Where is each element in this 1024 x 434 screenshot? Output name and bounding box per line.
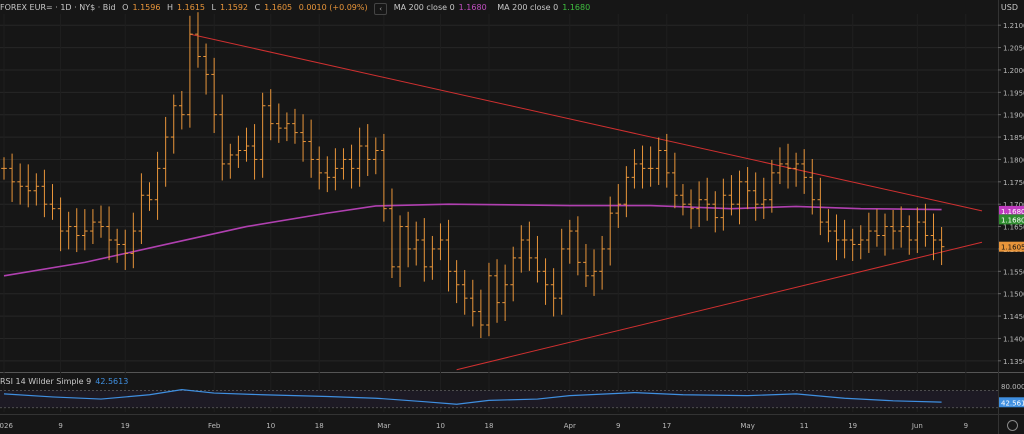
- rsi-band: [0, 390, 998, 408]
- chart-header: FOREX EUR= · 1D · NY$ · Bid O 1.1596 H 1.1…: [0, 3, 594, 15]
- instrument-label: FOREX EUR= · 1D · NY$ · Bid: [0, 3, 116, 12]
- ma2-label: MA 200 close 0: [497, 3, 559, 12]
- time-tick-label: Jun: [911, 422, 923, 430]
- time-tick-label: 11: [800, 422, 809, 430]
- rsi-badge-label: 42.5613: [1001, 399, 1024, 407]
- time-tick-label: 10: [436, 422, 445, 430]
- ma200-line: [3, 203, 942, 277]
- time-tick-label: 18: [315, 422, 324, 430]
- price-tick-label: 1.1750: [1003, 179, 1024, 187]
- price-tick-label: 1.1900: [1003, 112, 1024, 120]
- time-tick-label: Mar: [377, 422, 390, 430]
- rsi-header: RSI 14 Wilder Simple 9 42.5613: [0, 377, 128, 386]
- price-tick-label: 1.1950: [1003, 89, 1024, 97]
- ohlc-c-value: 1.1605: [264, 3, 293, 12]
- ohlc-o-label: O: [122, 3, 129, 12]
- time-tick-label: 19: [848, 422, 857, 430]
- ohlc-l-value: 1.1592: [220, 3, 249, 12]
- ohlc-h-label: H: [166, 3, 173, 12]
- time-tick-label: Feb: [208, 422, 221, 430]
- price-tick-label: 1.1400: [1003, 335, 1024, 343]
- price-tick-label: 1.1550: [1003, 268, 1024, 276]
- ohlc-c-label: C: [254, 3, 261, 12]
- chevron-left-icon[interactable]: ‹: [374, 3, 388, 15]
- price-tick-label: 1.1650: [1003, 224, 1024, 232]
- ma1-value: 1.1680: [458, 3, 487, 12]
- time-tick-label: 10: [266, 422, 275, 430]
- ohlc-h-value: 1.1615: [177, 3, 205, 12]
- last-price-badge: [999, 241, 1024, 252]
- last-price-badge-label: 1.1605: [1001, 244, 1024, 252]
- time-tick-label: May: [740, 422, 754, 430]
- price-tick-label: 1.1700: [1003, 201, 1024, 209]
- ma1-label: MA 200 close 0: [393, 3, 455, 12]
- rsi-badge: [999, 397, 1024, 408]
- ohlc-o-value: 1.1596: [132, 3, 161, 12]
- price-tick-label: 1.1850: [1003, 134, 1024, 142]
- upper-trendline: [189, 33, 983, 212]
- ohlc-change-value: 0.0010 (+0.09%): [298, 3, 368, 12]
- time-tick-label: 19: [121, 422, 130, 430]
- price-tick-label: 1.2100: [1003, 22, 1024, 30]
- currency-label: USD: [1000, 3, 1018, 12]
- price-tick-label: 1.1800: [1003, 156, 1024, 164]
- rsi-axis-label: 80.0000: [1001, 383, 1024, 391]
- time-tick-label: 17: [662, 422, 671, 430]
- last-price-badge-label: 1.1680: [1001, 216, 1024, 224]
- time-tick-label: 9: [964, 422, 968, 430]
- rsi-line: [3, 388, 942, 405]
- time-tick-label: Apr: [564, 422, 576, 430]
- time-tick-label: 9: [58, 422, 62, 430]
- time-tick-label: 18: [484, 422, 493, 430]
- price-tick-label: 1.1500: [1003, 291, 1024, 299]
- rsi-value: 42.5613: [95, 377, 129, 386]
- price-tick-label: 1.1450: [1003, 313, 1024, 321]
- time-tick-label: 9: [616, 422, 620, 430]
- gear-icon[interactable]: [1007, 420, 1018, 431]
- last-price-badge: [999, 205, 1024, 216]
- rsi-label: RSI 14 Wilder Simple 9: [0, 377, 92, 386]
- price-tick-label: 1.2050: [1003, 45, 1024, 53]
- lower-trendline: [456, 241, 983, 371]
- ohlc-l-label: L: [211, 3, 217, 12]
- time-tick-label: 2026: [0, 422, 13, 430]
- ma2-value: 1.1680: [562, 3, 591, 12]
- last-price-badge: [999, 214, 1024, 225]
- price-tick-label: 1.2000: [1003, 67, 1024, 75]
- last-price-badge-label: 1.1680: [1001, 208, 1024, 216]
